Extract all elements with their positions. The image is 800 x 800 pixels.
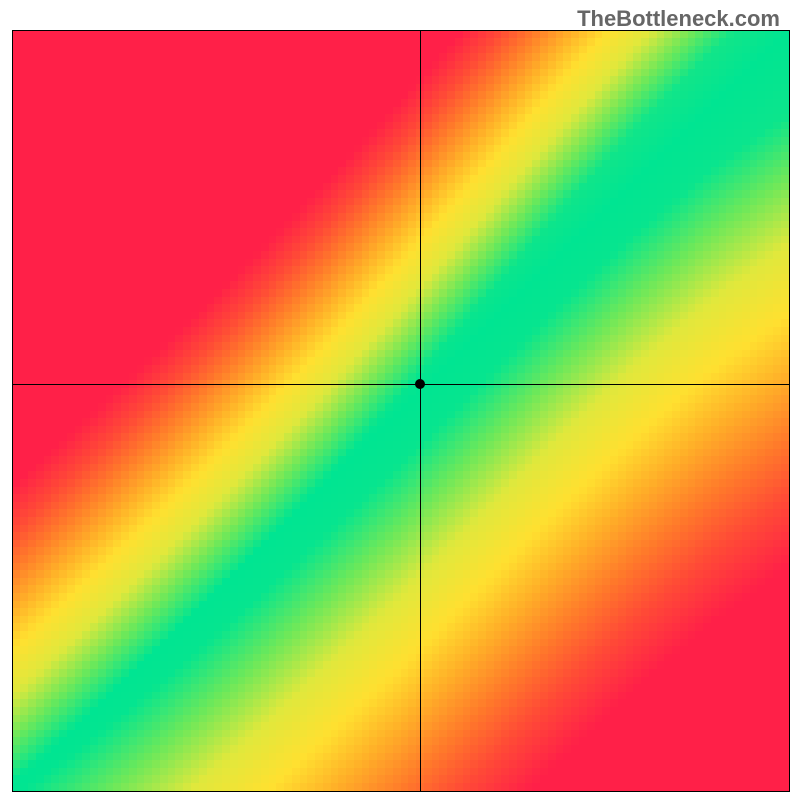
heatmap-chart — [12, 30, 790, 792]
crosshair-horizontal — [13, 384, 789, 385]
chart-container: TheBottleneck.com — [0, 0, 800, 800]
crosshair-marker — [415, 379, 425, 389]
watermark-text: TheBottleneck.com — [577, 6, 780, 32]
heatmap-canvas — [13, 31, 789, 791]
crosshair-vertical — [420, 31, 421, 791]
